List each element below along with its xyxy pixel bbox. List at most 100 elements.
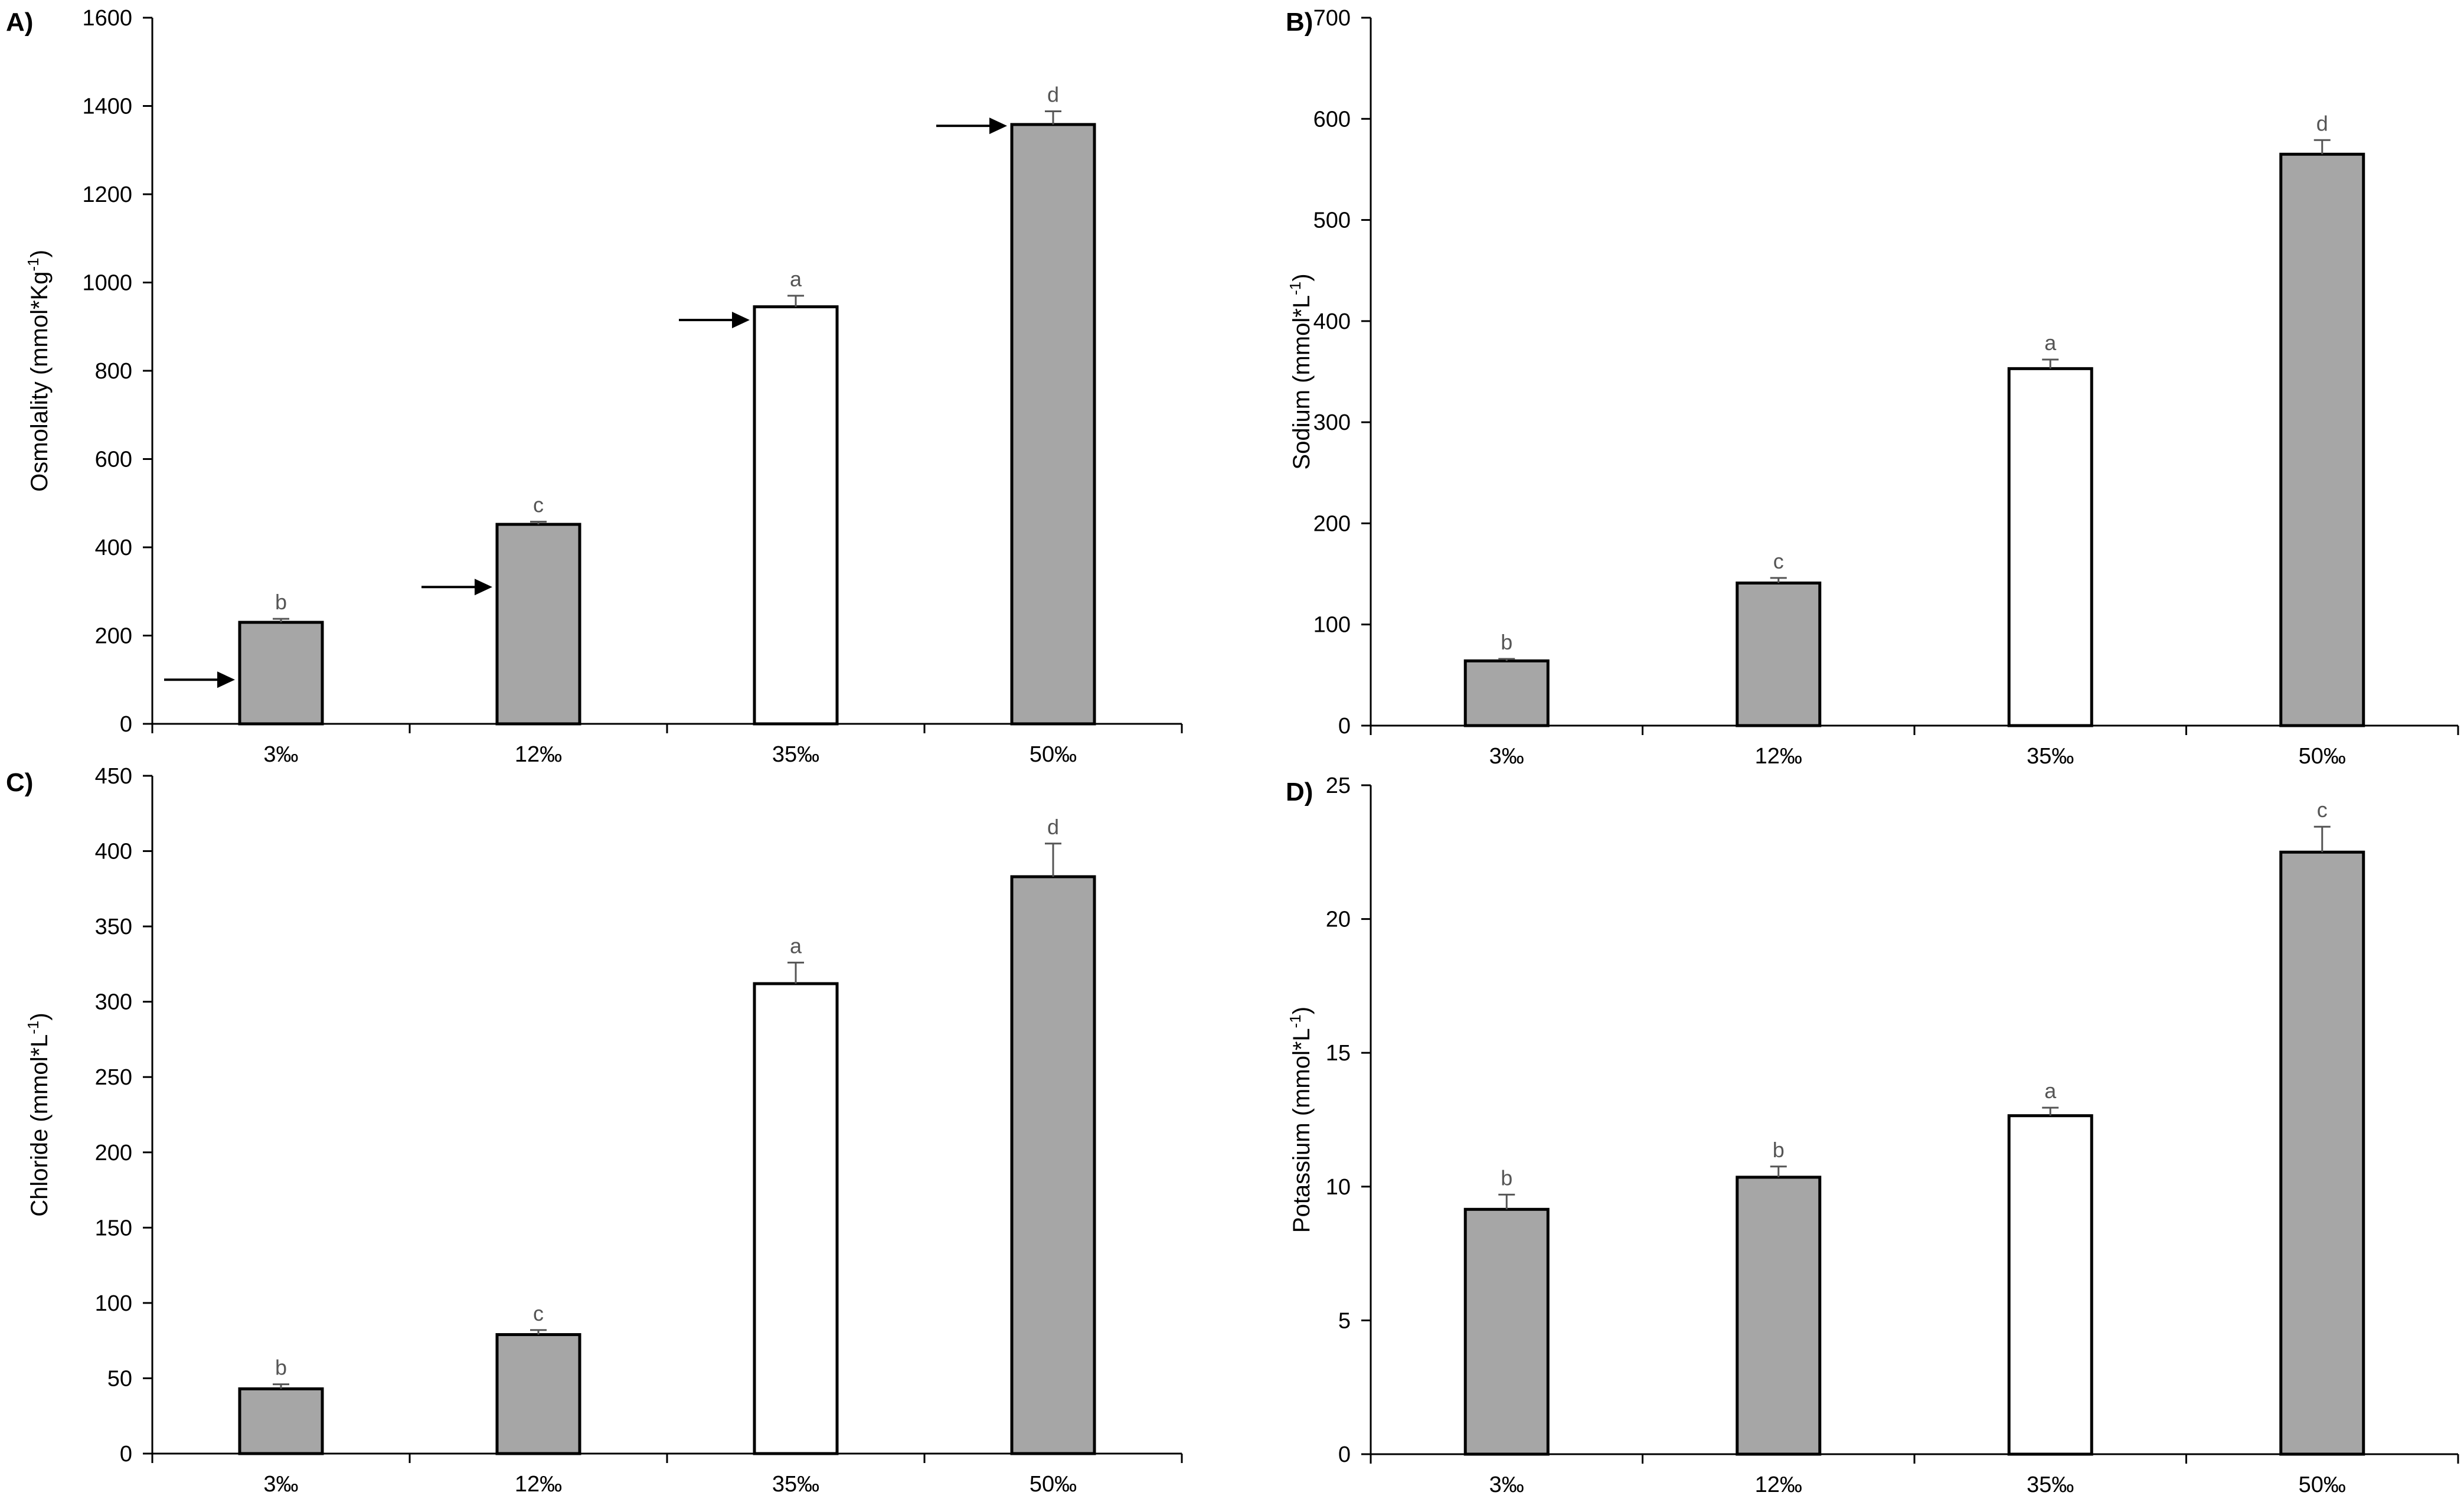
x-category-label: 3‰ xyxy=(1489,1472,1524,1497)
y-tick-label: 0 xyxy=(120,1442,132,1467)
bar-12‰ xyxy=(1736,581,1822,727)
bar-12‰ xyxy=(1736,1176,1822,1456)
y-axis-title: Osmolality (mmol*Kg-1) xyxy=(24,250,53,492)
bar-35‰ xyxy=(2007,1114,2093,1456)
x-category-label: 3‰ xyxy=(263,1472,298,1497)
y-tick-label: 800 xyxy=(95,359,132,384)
x-category-label: 35‰ xyxy=(772,1472,819,1497)
y-axis-title-superscript: -1 xyxy=(24,1021,42,1034)
y-tick-label: 300 xyxy=(95,990,132,1015)
y-axis-title-main: Potassium (mmol*L xyxy=(1289,1028,1315,1233)
y-tick-label: 150 xyxy=(95,1216,132,1240)
significance-letter: a xyxy=(790,267,802,291)
significance-letter: b xyxy=(1501,1165,1512,1190)
y-tick-label: 5 xyxy=(1338,1308,1351,1333)
y-axis-title-close: ) xyxy=(1289,1007,1315,1014)
y-tick-label: 600 xyxy=(1313,107,1351,132)
significance-letter: b xyxy=(1501,630,1512,654)
y-tick-label: 450 xyxy=(95,764,132,789)
y-axis-title-close: ) xyxy=(27,1013,53,1020)
y-tick-label: 700 xyxy=(1313,6,1351,31)
y-axis-title-main: Osmolality (mmol*Kg xyxy=(27,272,53,492)
panel-label: C) xyxy=(6,768,33,797)
y-axis-title: Sodium (mmol*L-1) xyxy=(1286,273,1315,469)
x-category-label: 12‰ xyxy=(1755,1472,1802,1497)
x-category-label: 12‰ xyxy=(515,742,562,767)
bar-3‰ xyxy=(1463,659,1550,727)
x-category-label: 35‰ xyxy=(772,742,819,767)
reference-arrow-head xyxy=(475,579,492,596)
significance-letter: b xyxy=(275,1356,287,1380)
significance-letter: a xyxy=(790,933,802,958)
y-tick-label: 0 xyxy=(1338,714,1351,739)
bar-35‰ xyxy=(2007,367,2093,727)
bar-3‰ xyxy=(238,1387,324,1455)
significance-letter: a xyxy=(2044,1079,2057,1103)
panel-a-osmolality: A) 0 200 400 600 800 1000 1200 1400 1600 Osmolalit… xyxy=(6,6,1183,767)
significance-letter: c xyxy=(1773,549,1784,573)
y-tick-label: 15 xyxy=(1326,1041,1351,1066)
panel-b-sodium: B) 0 100 200 300 400 500 600 700 Sodium (mmol*L-1… xyxy=(1286,6,2459,769)
bar-50‰ xyxy=(2279,850,2365,1456)
panel-label: D) xyxy=(1286,778,1313,806)
y-tick-label: 0 xyxy=(1338,1442,1351,1467)
panel-d-potassium: D) 0 5 10 15 20 25 Potassium (mmol*L-1) b 3‰ b 12‰ a… xyxy=(1286,773,2459,1497)
bar-50‰ xyxy=(1010,875,1096,1455)
x-category-label: 50‰ xyxy=(2299,744,2346,769)
y-axis-title-superscript: -1 xyxy=(1286,282,1304,295)
significance-letter: b xyxy=(1773,1138,1785,1162)
y-tick-label: 1200 xyxy=(82,182,132,207)
bar-12‰ xyxy=(495,1333,581,1455)
panel-c-chloride: C) 0 50 100 150 200 250 300 350 400 450 Chloride (m… xyxy=(6,764,1183,1497)
y-axis-title-superscript: -1 xyxy=(24,257,42,271)
x-category-label: 3‰ xyxy=(263,742,298,767)
bar-35‰ xyxy=(753,982,839,1455)
x-category-label: 12‰ xyxy=(1755,744,1802,769)
y-tick-label: 25 xyxy=(1326,773,1351,798)
y-tick-label: 500 xyxy=(1313,208,1351,233)
significance-letter: a xyxy=(2044,331,2057,355)
y-tick-label: 100 xyxy=(1313,613,1351,638)
y-tick-label: 200 xyxy=(1313,511,1351,536)
y-axis-title: Potassium (mmol*L-1) xyxy=(1286,1007,1315,1233)
y-tick-label: 400 xyxy=(1313,309,1351,334)
x-category-label: 35‰ xyxy=(2027,1472,2074,1497)
significance-letter: c xyxy=(533,1301,544,1325)
x-category-label: 3‰ xyxy=(1489,744,1524,769)
y-axis-title-superscript: -1 xyxy=(1286,1014,1304,1028)
reference-arrow-head xyxy=(732,312,750,329)
x-category-label: 12‰ xyxy=(515,1472,562,1497)
bar-50‰ xyxy=(1010,123,1096,726)
significance-letter: d xyxy=(1047,82,1059,106)
y-tick-label: 1600 xyxy=(82,6,132,31)
y-tick-label: 1000 xyxy=(82,271,132,296)
bar-35‰ xyxy=(753,305,839,726)
significance-letter: d xyxy=(1047,815,1059,839)
significance-letter: c xyxy=(533,493,544,517)
bar-50‰ xyxy=(2279,152,2365,727)
y-tick-label: 100 xyxy=(95,1291,132,1316)
x-category-label: 50‰ xyxy=(1030,742,1077,767)
y-axis-title-close: ) xyxy=(27,250,53,257)
y-axis-title-main: Chloride (mmol*L xyxy=(27,1034,53,1217)
y-tick-label: 300 xyxy=(1313,410,1351,435)
significance-letter: d xyxy=(2316,111,2328,135)
y-tick-label: 0 xyxy=(120,712,132,737)
bar-3‰ xyxy=(1463,1207,1550,1456)
y-axis-title-close: ) xyxy=(1289,273,1315,281)
x-category-label: 35‰ xyxy=(2027,744,2074,769)
y-tick-label: 10 xyxy=(1326,1175,1351,1200)
reference-arrow-head xyxy=(217,671,235,688)
y-axis-title-main: Sodium (mmol*L xyxy=(1289,295,1315,470)
y-tick-label: 400 xyxy=(95,536,132,560)
panel-label: A) xyxy=(6,8,33,37)
x-category-label: 50‰ xyxy=(2299,1472,2346,1497)
y-tick-label: 200 xyxy=(95,1141,132,1165)
panel-label: B) xyxy=(1286,8,1313,37)
reference-arrow-head xyxy=(989,117,1007,135)
y-tick-label: 600 xyxy=(95,448,132,472)
bar-12‰ xyxy=(495,523,581,726)
y-tick-label: 20 xyxy=(1326,907,1351,932)
y-tick-label: 350 xyxy=(95,915,132,939)
